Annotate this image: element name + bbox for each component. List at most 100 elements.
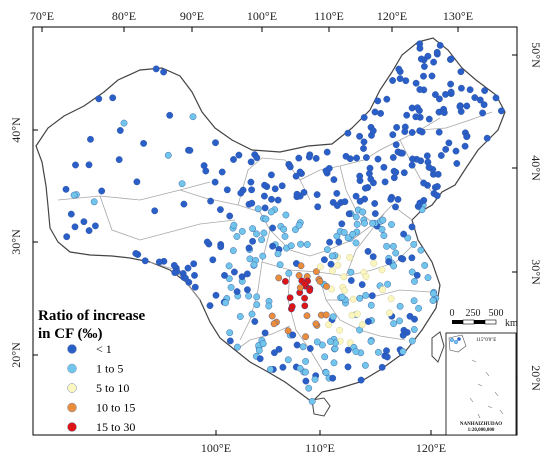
station-point xyxy=(253,154,261,162)
station-point xyxy=(190,260,198,268)
station-point xyxy=(253,301,261,309)
station-point xyxy=(80,218,88,226)
station-point xyxy=(396,75,404,83)
station-point xyxy=(278,182,286,190)
station-point xyxy=(247,158,255,166)
top-tick-label: 110°E xyxy=(314,9,344,23)
station-point xyxy=(282,211,290,219)
station-point xyxy=(233,343,241,351)
station-point xyxy=(248,186,256,194)
station-point xyxy=(420,63,428,70)
station-point xyxy=(274,250,282,258)
station-point xyxy=(276,261,284,269)
station-point xyxy=(367,301,375,309)
station-point xyxy=(396,317,403,325)
station-point xyxy=(171,269,179,276)
station-point xyxy=(211,178,219,186)
station-point xyxy=(295,221,303,229)
station-point xyxy=(262,215,270,223)
station-point xyxy=(235,151,243,159)
station-point xyxy=(286,163,294,171)
legend-swatch xyxy=(67,383,77,393)
scale-label-250: 250 xyxy=(466,308,481,319)
station-point xyxy=(301,294,308,302)
station-point xyxy=(87,135,94,143)
station-point xyxy=(155,258,163,266)
station-point xyxy=(353,220,361,228)
station-point xyxy=(238,273,246,281)
station-point xyxy=(333,189,341,197)
station-point xyxy=(302,368,309,376)
station-point xyxy=(62,185,70,193)
station-point xyxy=(381,178,389,186)
station-point xyxy=(377,110,384,117)
station-point xyxy=(212,139,219,147)
station-point xyxy=(218,168,226,176)
station-point xyxy=(374,348,382,356)
station-point xyxy=(297,240,304,248)
left-tick-label: 20°N xyxy=(9,342,23,368)
station-point xyxy=(346,339,354,347)
station-point xyxy=(445,139,453,147)
station-point xyxy=(249,225,257,233)
station-point xyxy=(402,77,410,85)
station-point xyxy=(408,129,416,136)
station-point xyxy=(312,154,320,162)
scale-unit: km xyxy=(505,318,518,329)
station-point xyxy=(281,277,289,285)
station-point xyxy=(356,197,364,205)
station-point xyxy=(323,148,331,156)
station-point xyxy=(352,239,360,247)
station-point xyxy=(256,355,264,363)
station-point xyxy=(442,145,450,153)
station-point xyxy=(301,280,309,288)
scale-label-500: 500 xyxy=(489,308,504,319)
station-point xyxy=(383,242,390,250)
station-point xyxy=(447,55,455,63)
right-tick-label: 20°N xyxy=(529,365,543,391)
station-point xyxy=(412,79,420,87)
top-tick-labels: 70°E 80°E 90°E 100°E 110°E 120°E 130°E xyxy=(30,9,473,23)
station-point xyxy=(323,282,330,290)
station-point xyxy=(433,183,441,190)
station-point xyxy=(461,142,469,150)
top-tick-label: 90°E xyxy=(180,9,204,23)
station-point xyxy=(152,65,160,73)
top-tick-label: 100°E xyxy=(247,9,277,23)
station-point xyxy=(166,111,174,119)
station-point xyxy=(344,129,352,137)
station-point xyxy=(243,286,251,294)
station-point xyxy=(359,208,367,216)
station-point xyxy=(216,206,224,214)
station-point xyxy=(387,295,395,303)
bottom-tick-label: 120°E xyxy=(416,441,446,455)
station-point xyxy=(259,340,267,348)
station-point xyxy=(396,302,404,310)
station-point xyxy=(400,230,407,238)
station-point xyxy=(223,186,231,194)
station-point xyxy=(340,229,348,236)
station-point xyxy=(421,261,429,269)
station-point xyxy=(245,292,253,300)
station-point xyxy=(284,327,292,335)
station-point xyxy=(280,225,288,233)
station-point xyxy=(295,154,303,162)
station-point xyxy=(361,219,368,227)
station-point xyxy=(296,284,304,292)
station-point xyxy=(72,161,79,169)
station-point xyxy=(255,347,263,354)
station-point xyxy=(206,302,214,309)
station-point xyxy=(389,77,396,84)
hainan-island xyxy=(311,397,331,417)
station-point xyxy=(408,337,416,345)
station-point xyxy=(428,72,436,80)
station-point xyxy=(416,40,424,48)
station-point xyxy=(429,290,437,298)
station-point xyxy=(364,247,372,255)
station-point xyxy=(364,318,372,325)
station-point xyxy=(217,243,225,251)
station-point xyxy=(362,291,370,299)
station-point xyxy=(261,329,269,337)
station-point xyxy=(374,97,382,105)
